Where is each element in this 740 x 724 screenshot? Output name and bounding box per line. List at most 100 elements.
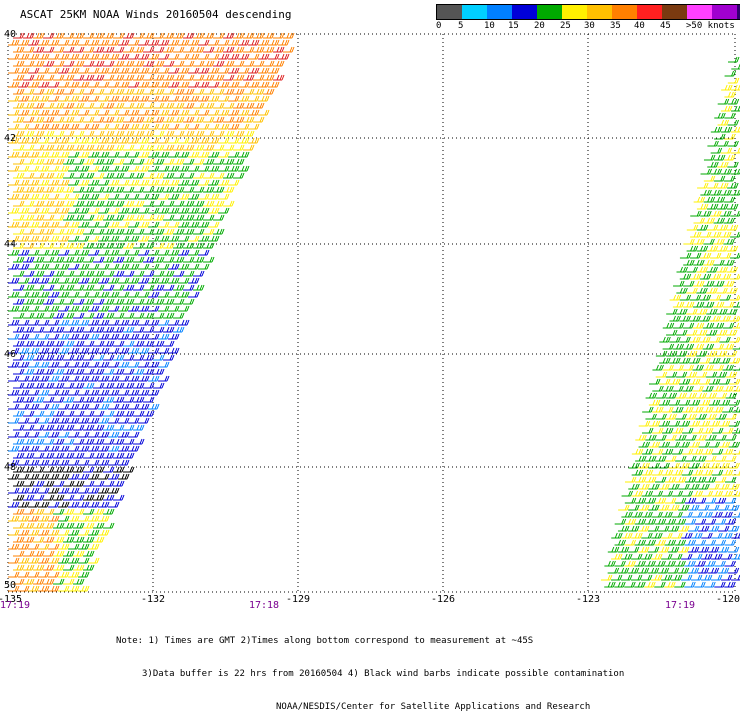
wind-barb <box>23 172 35 179</box>
wind-barb <box>178 165 190 172</box>
wind-barb <box>682 427 694 434</box>
wind-barb <box>103 452 115 459</box>
wind-barb <box>721 448 734 455</box>
wind-barb <box>641 448 654 455</box>
wind-barb <box>664 539 676 546</box>
wind-barb <box>218 39 230 46</box>
wind-barb <box>607 546 620 553</box>
wind-barb <box>213 102 225 109</box>
wind-barb <box>58 67 70 74</box>
wind-barb <box>203 102 215 109</box>
wind-barb <box>33 522 45 529</box>
wind-barb <box>687 546 700 553</box>
wind-barb <box>113 326 125 333</box>
wind-barb <box>718 399 731 406</box>
wind-barb <box>103 466 115 473</box>
wind-barb <box>198 123 210 130</box>
wind-barb <box>38 305 50 312</box>
wind-barb <box>43 102 55 109</box>
wind-barb <box>696 245 709 252</box>
wind-barb <box>153 354 165 361</box>
wind-barb <box>173 144 185 151</box>
wind-barb <box>148 263 160 270</box>
wind-barb <box>43 74 55 81</box>
wind-barb <box>93 284 105 291</box>
legend-label: >50 knots <box>686 21 735 31</box>
wind-barb <box>28 529 40 536</box>
wind-barb <box>43 578 55 585</box>
legend-swatch <box>462 5 487 19</box>
wind-barb <box>8 81 20 88</box>
wind-barb <box>188 151 200 158</box>
wind-barb <box>148 109 160 116</box>
wind-barb <box>58 263 70 270</box>
wind-barb <box>664 560 676 567</box>
wind-barb <box>88 263 100 270</box>
wind-barb <box>28 515 40 522</box>
wind-barb <box>88 361 100 368</box>
wind-barb <box>73 480 85 487</box>
wind-barb <box>695 350 708 357</box>
wind-barb <box>58 109 70 116</box>
wind-barb <box>48 431 60 438</box>
wind-barb <box>727 98 740 105</box>
wind-barb <box>133 242 145 249</box>
wind-barb <box>53 354 65 361</box>
wind-barb <box>13 410 25 417</box>
wind-barb <box>710 168 722 175</box>
wind-barb <box>188 291 200 298</box>
wind-barb <box>715 455 727 462</box>
wind-barb <box>714 518 727 525</box>
wind-barb <box>48 389 60 396</box>
wind-barb <box>183 102 195 109</box>
wind-barb <box>703 280 715 287</box>
wind-barb <box>28 109 40 116</box>
wind-barb <box>83 522 95 529</box>
wind-barb <box>208 207 220 214</box>
wind-barb <box>248 67 260 74</box>
wind-barb <box>103 130 115 137</box>
wind-barb <box>708 483 720 490</box>
wind-barb <box>684 560 696 567</box>
wind-barb <box>690 231 702 238</box>
wind-barb <box>661 448 674 455</box>
wind-barb <box>695 434 707 441</box>
wind-barb <box>158 95 170 102</box>
wind-barb <box>38 501 50 508</box>
wind-barb <box>83 214 95 221</box>
wind-barb <box>93 228 105 235</box>
wind-barb <box>53 228 65 235</box>
wind-barb <box>58 53 70 60</box>
wind-barb <box>173 242 185 249</box>
wind-barb <box>168 207 180 214</box>
wind-barb <box>108 417 120 424</box>
wind-barb <box>188 221 200 228</box>
wind-barb <box>8 557 20 564</box>
wind-barb <box>243 102 255 109</box>
wind-barb <box>73 256 85 263</box>
wind-barb <box>158 221 170 228</box>
wind-barb <box>53 480 65 487</box>
wind-barb <box>93 172 105 179</box>
wind-barb <box>173 256 185 263</box>
wind-barb <box>68 305 80 312</box>
wind-barb <box>724 581 736 588</box>
wind-barb <box>108 375 120 382</box>
wind-barb <box>728 420 740 427</box>
wind-barb <box>123 228 135 235</box>
wind-barb <box>183 256 195 263</box>
wind-barb <box>263 32 275 39</box>
wind-barb <box>704 581 716 588</box>
wind-barb <box>711 532 723 539</box>
wind-barb <box>228 39 240 46</box>
wind-barb <box>83 116 95 123</box>
wind-barb <box>73 326 85 333</box>
wind-barb <box>138 39 150 46</box>
wind-barb <box>158 347 170 354</box>
wind-barb <box>28 333 40 340</box>
wind-barb <box>693 259 705 266</box>
wind-barb <box>728 483 740 490</box>
wind-barb <box>722 406 734 413</box>
legend-swatch <box>637 5 662 19</box>
wind-barb <box>686 224 699 231</box>
